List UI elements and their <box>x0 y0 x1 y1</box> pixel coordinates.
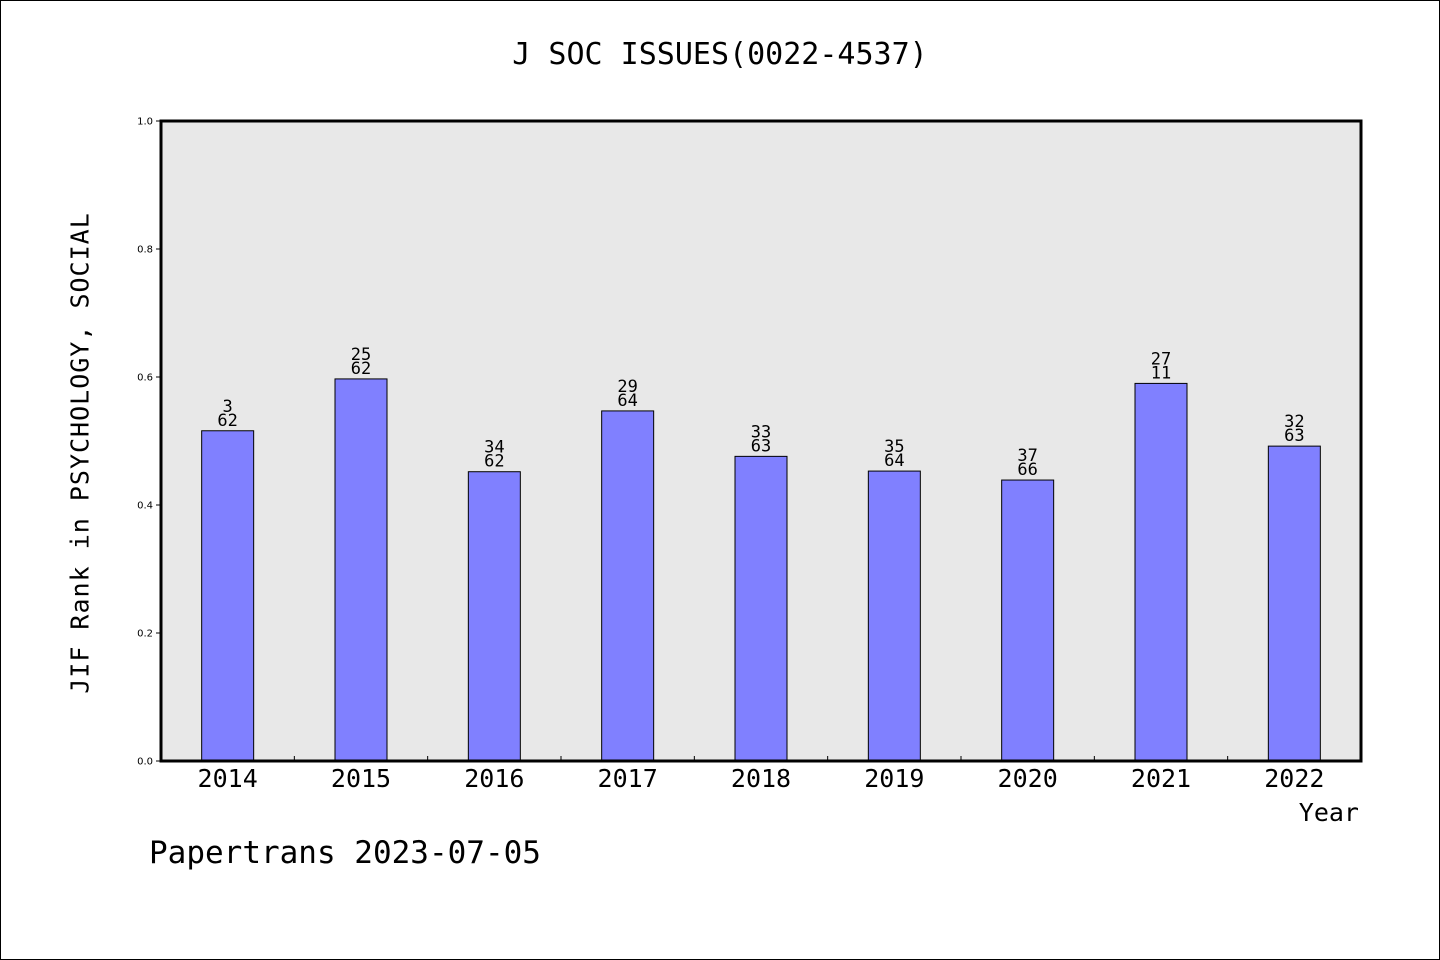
bar <box>1267 445 1321 762</box>
x-axis-label: Year <box>1298 798 1359 827</box>
bar-label-total: 63 <box>751 436 771 456</box>
bar-label-rank: 29 <box>617 377 637 397</box>
x-tick-label: 2016 <box>464 764 524 793</box>
bar-label-total: 64 <box>884 451 904 471</box>
x-tick-label: 2014 <box>198 764 258 793</box>
x-tick-label: 2021 <box>1131 764 1191 793</box>
x-tick-label: 2019 <box>864 764 924 793</box>
y-tick-label: 0.8 <box>137 245 153 256</box>
chart-title: J SOC ISSUES(0022-4537) <box>512 37 928 72</box>
bar <box>1134 382 1188 762</box>
bar <box>467 471 521 762</box>
bar <box>334 378 388 762</box>
y-tick-label: 0.2 <box>137 629 153 640</box>
bar-label-rank: 32 <box>1284 412 1304 432</box>
bar <box>601 410 655 762</box>
bar <box>734 455 788 762</box>
y-tick-label: 0.4 <box>137 501 153 512</box>
bar-label-total: 11 <box>1151 363 1171 383</box>
bar-label-rank: 37 <box>1017 446 1037 466</box>
bar-label-total: 62 <box>484 452 504 472</box>
y-tick-label: 1.0 <box>137 117 153 128</box>
bar-label-total: 62 <box>217 411 237 431</box>
footer-text: Papertrans 2023-07-05 <box>149 835 541 871</box>
y-tick-label: 0.0 <box>137 757 153 768</box>
x-tick-label: 2018 <box>731 764 791 793</box>
bar <box>867 470 921 762</box>
bar-label-total: 62 <box>351 359 371 379</box>
bar-label-rank: 35 <box>884 437 904 457</box>
bar-label-total: 64 <box>617 391 637 411</box>
bar-label-rank: 27 <box>1151 349 1171 369</box>
bar <box>201 430 255 762</box>
x-tick-label: 2020 <box>998 764 1058 793</box>
bar-label-total: 63 <box>1284 426 1304 446</box>
plot-border <box>159 119 1363 763</box>
bar-label-total: 66 <box>1017 460 1037 480</box>
bar-label-rank: 34 <box>484 438 504 458</box>
x-tick-label: 2017 <box>598 764 658 793</box>
bar-label-rank: 33 <box>751 422 771 442</box>
x-tick-label: 2015 <box>331 764 391 793</box>
bar-label-rank: 25 <box>351 345 371 365</box>
bar <box>1001 479 1055 762</box>
bar-label-rank: 3 <box>223 397 233 417</box>
y-tick-label: 0.6 <box>137 373 153 384</box>
x-tick-label: 2022 <box>1264 764 1324 793</box>
